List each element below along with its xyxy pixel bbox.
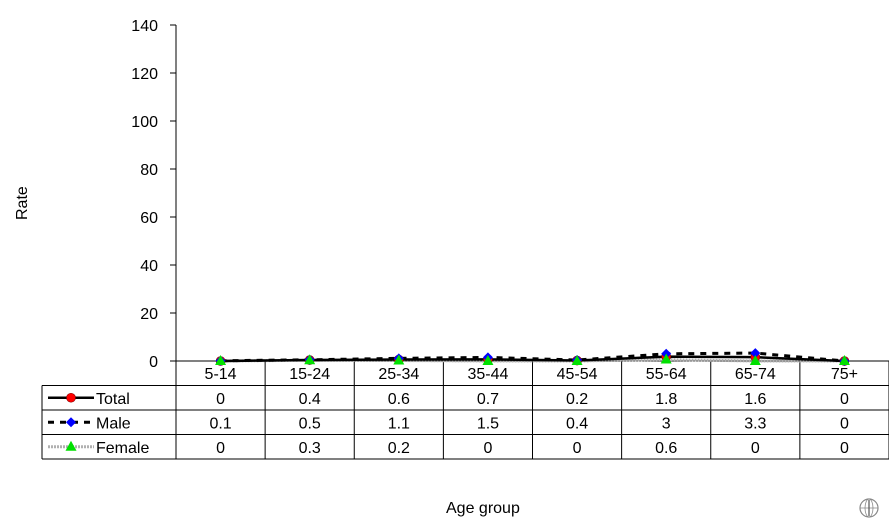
y-tick-label: 20 <box>140 306 158 323</box>
table-cell: 0.6 <box>388 391 410 408</box>
table-cell: 0.7 <box>477 391 499 408</box>
table-cell: 0.2 <box>388 440 410 457</box>
y-axis-label: Rate <box>8 190 38 220</box>
x-tick-label: 5-14 <box>205 366 237 383</box>
x-tick-label: 75+ <box>831 366 858 383</box>
table-cell: 1.8 <box>655 391 677 408</box>
table-cell: 0.4 <box>566 415 588 432</box>
y-tick-label: 120 <box>131 66 158 83</box>
data-point <box>66 417 76 427</box>
table-cell: 1.5 <box>477 415 499 432</box>
x-tick-label: 35-44 <box>467 366 508 383</box>
y-tick-label: 60 <box>140 210 158 227</box>
table-cell: 0.2 <box>566 391 588 408</box>
table-cell: 3 <box>662 415 671 432</box>
y-tick-label: 40 <box>140 258 158 275</box>
table-cell: 0.4 <box>299 391 321 408</box>
y-tick-label: 140 <box>131 18 158 35</box>
table-cell: 0 <box>840 415 849 432</box>
x-tick-label: 15-24 <box>289 366 330 383</box>
x-axis-label: Age group <box>446 500 520 518</box>
table-cell: 1.1 <box>388 415 410 432</box>
x-tick-label: 65-74 <box>735 366 776 383</box>
x-tick-label: 55-64 <box>646 366 687 383</box>
x-tick-label: 45-54 <box>557 366 598 383</box>
data-point <box>67 393 76 402</box>
table-cell: 1.6 <box>744 391 766 408</box>
table-cell: 3.3 <box>744 415 766 432</box>
who-emblem-icon <box>858 497 880 519</box>
legend-label: Male <box>96 415 131 432</box>
table-cell: 0 <box>751 440 760 457</box>
table-cell: 0 <box>216 440 225 457</box>
table-cell: 0 <box>483 440 492 457</box>
y-tick-label: 100 <box>131 114 158 131</box>
y-tick-label: 80 <box>140 162 158 179</box>
table-cell: 0.6 <box>655 440 677 457</box>
table-cell: 0.3 <box>299 440 321 457</box>
table-cell: 0.5 <box>299 415 321 432</box>
x-tick-label: 25-34 <box>378 366 419 383</box>
y-tick-label: 0 <box>149 354 158 371</box>
table-cell: 0 <box>216 391 225 408</box>
table-cell: 0 <box>840 440 849 457</box>
legend-label: Female <box>96 440 149 457</box>
table-cell: 0.1 <box>209 415 231 432</box>
table-cell: 0 <box>840 391 849 408</box>
legend-label: Total <box>96 391 130 408</box>
table-cell: 0 <box>573 440 582 457</box>
